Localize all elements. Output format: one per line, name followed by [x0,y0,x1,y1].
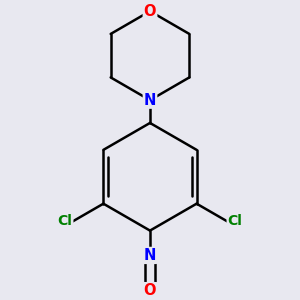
Text: O: O [144,283,156,298]
Text: Cl: Cl [228,214,242,228]
Text: N: N [144,248,156,263]
Text: Cl: Cl [58,214,72,228]
Text: O: O [144,4,156,19]
Text: N: N [144,93,156,108]
